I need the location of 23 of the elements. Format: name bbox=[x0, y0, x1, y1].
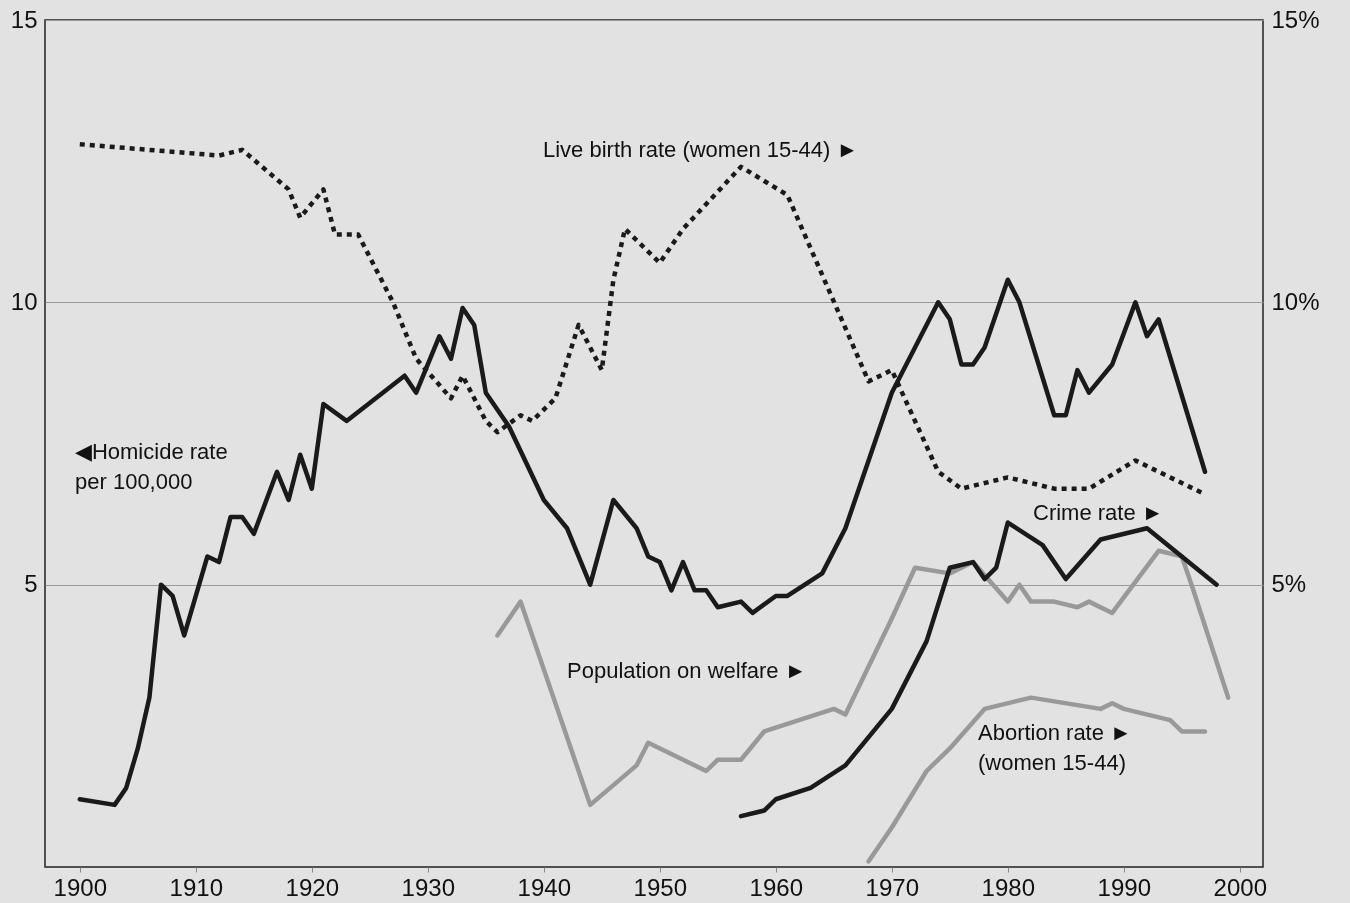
x-tick-label: 1990 bbox=[1097, 873, 1151, 901]
y2-tick-label: 15% bbox=[1271, 5, 1320, 33]
x-tick-label: 1910 bbox=[169, 873, 223, 901]
x-tick-label: 1930 bbox=[401, 873, 455, 901]
series-label: Live birth rate (women 15-44) ► bbox=[543, 137, 859, 162]
x-tick-label: 1970 bbox=[865, 873, 919, 901]
series-label: ◀Homicide rate per 100,000 bbox=[75, 439, 228, 494]
x-tick-label: 1960 bbox=[749, 873, 803, 901]
x-tick-label: 1980 bbox=[981, 873, 1035, 901]
series-label: Population on welfare ► bbox=[567, 658, 807, 683]
x-tick-label: 2000 bbox=[1213, 873, 1267, 901]
y-tick-label: 15 bbox=[10, 5, 38, 33]
y2-tick-label: 10% bbox=[1271, 287, 1320, 315]
series-label: Crime rate ► bbox=[1033, 500, 1164, 525]
x-tick-label: 1920 bbox=[285, 873, 339, 901]
x-tick-label: 1950 bbox=[633, 873, 687, 901]
y-tick-label: 5 bbox=[24, 570, 38, 598]
line-series bbox=[866, 695, 1208, 864]
series-label: Abortion rate ► (women 15-44) bbox=[978, 720, 1132, 775]
x-tick-label: 1940 bbox=[517, 873, 571, 901]
y-tick-label: 10 bbox=[10, 287, 38, 315]
y2-tick-label: 5% bbox=[1271, 570, 1307, 598]
x-tick-label: 1900 bbox=[53, 873, 107, 901]
